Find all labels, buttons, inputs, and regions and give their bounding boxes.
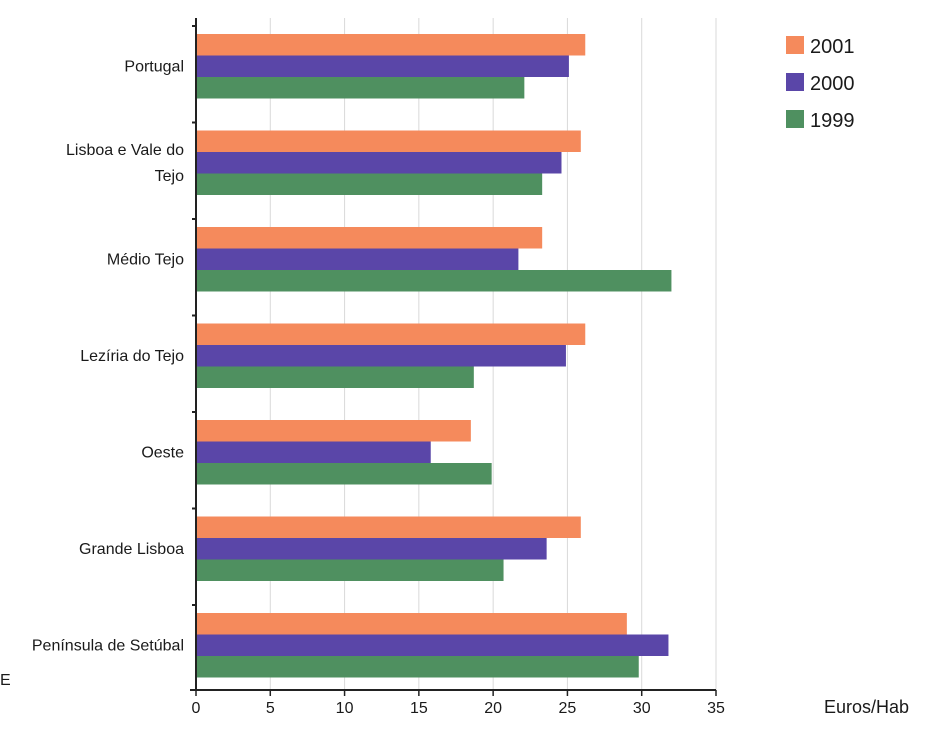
bar-2000 [196, 152, 562, 174]
category-label: Lezíria do Tejo [80, 348, 184, 365]
bar-1999 [196, 270, 672, 292]
bar-2001 [196, 420, 471, 442]
bar-2000 [196, 538, 547, 560]
bar-1999 [196, 173, 543, 195]
bar-2001 [196, 516, 581, 538]
legend-label: 2001 [810, 36, 855, 58]
bar-2000 [196, 634, 669, 656]
legend-swatch-1999 [786, 110, 804, 128]
bar-2001 [196, 130, 581, 152]
axes [190, 18, 717, 696]
category-label: Portugal [124, 58, 184, 75]
category-label: Lisboa e Vale do [66, 142, 184, 159]
bar-1999 [196, 463, 492, 485]
bar-2001 [196, 323, 586, 345]
x-tick-label: 0 [192, 700, 201, 717]
category-labels: Portugal Lisboa e Vale do Tejo Médio Tejo Le… [32, 58, 184, 654]
bar-2000 [196, 248, 519, 270]
legend-label: 1999 [810, 110, 855, 132]
bar-1999 [196, 559, 504, 581]
bar-1999 [196, 77, 525, 99]
legend-swatch-2001 [786, 36, 804, 54]
bar-2001 [196, 613, 627, 635]
bar-1999 [196, 656, 639, 678]
x-tick-label: 20 [484, 700, 502, 717]
x-tick-label: 15 [410, 700, 428, 717]
category-label: Tejo [155, 168, 184, 185]
bar-1999 [196, 366, 474, 388]
legend-swatch-2000 [786, 73, 804, 91]
bar-2001 [196, 34, 586, 56]
bars [196, 34, 672, 678]
x-tick-label: 35 [707, 700, 725, 717]
bar-2000 [196, 345, 566, 367]
bar-2000 [196, 55, 569, 77]
x-tick-label: 5 [266, 700, 275, 717]
x-axis-unit-label: Euros/Hab [824, 697, 909, 717]
category-label: Médio Tejo [107, 251, 184, 268]
legend-label: 2000 [810, 73, 855, 95]
category-label: Oeste [141, 444, 184, 461]
category-label: Grande Lisboa [79, 541, 184, 558]
x-tick-label: 30 [633, 700, 651, 717]
x-tick-label: 25 [559, 700, 577, 717]
legend: 2001 2000 1999 [786, 36, 855, 132]
category-label: Península de Setúbal [32, 637, 184, 654]
margin-text: E [0, 672, 11, 689]
bar-2001 [196, 227, 543, 249]
x-tick-label: 10 [336, 700, 354, 717]
x-tick-labels: 0 5 10 15 20 25 30 35 [192, 700, 725, 717]
bar-2000 [196, 441, 431, 463]
